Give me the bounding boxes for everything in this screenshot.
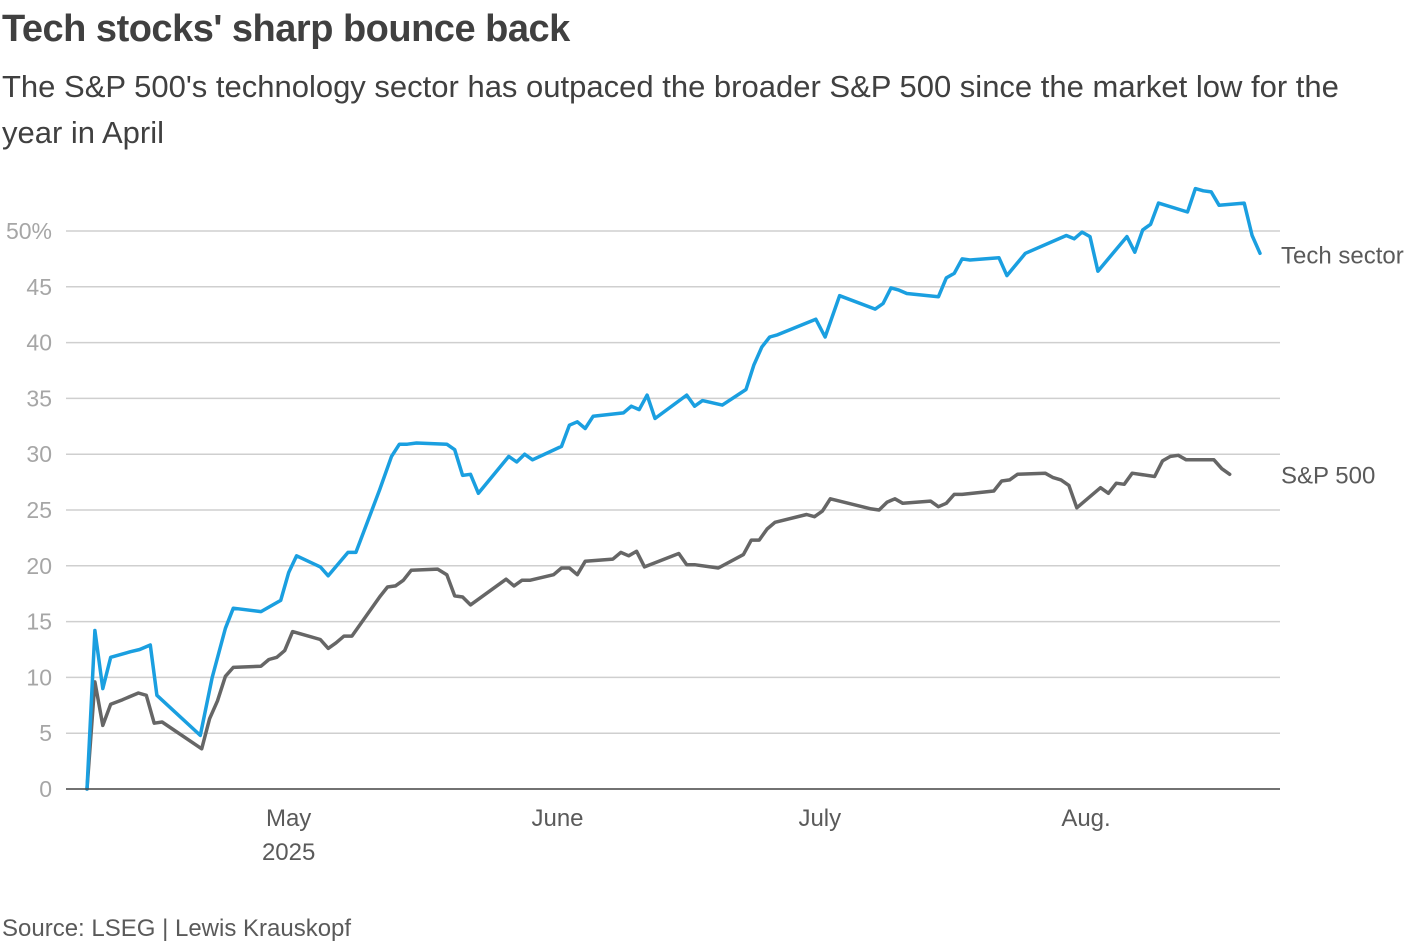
x-axis-ticks: May 2025 June July Aug.: [262, 805, 1111, 866]
y-tick-label: 40: [26, 330, 52, 356]
y-tick-label: 10: [26, 664, 52, 690]
y-tick-label: 35: [26, 385, 52, 411]
y-tick-label: 5: [39, 720, 52, 746]
y-tick-label: 0: [39, 776, 52, 802]
x-tick-label: June: [531, 805, 583, 832]
y-tick-label: 20: [26, 553, 52, 579]
sp500-line: [85, 453, 1232, 791]
y-tick-label: 45: [26, 274, 52, 300]
y-tick-label: 50%: [6, 218, 52, 244]
x-tick-label: July: [798, 805, 841, 832]
tech-sector-line: [85, 186, 1262, 791]
x-tick-label: May: [266, 805, 311, 832]
y-tick-label: 15: [26, 609, 52, 635]
series-lines: [85, 186, 1262, 791]
chart-subtitle: The S&P 500's technology sector has outp…: [2, 69, 1339, 150]
chart-title: Tech stocks' sharp bounce back: [2, 8, 570, 50]
series-labels: Tech sector S&P 500: [1281, 242, 1404, 489]
gridlines: [66, 230, 1280, 734]
x-tick-year-label: 2025: [262, 839, 315, 866]
tech-sector-label: Tech sector: [1281, 242, 1404, 269]
sp500-label: S&P 500: [1281, 462, 1375, 489]
source-credit: Source: LSEG | Lewis Krauskopf: [2, 915, 352, 942]
y-axis-ticks: 0 5 10 15 20 25 30 35 40 45 50%: [6, 218, 52, 802]
y-tick-label: 25: [26, 497, 52, 523]
x-tick-label: Aug.: [1061, 805, 1110, 832]
y-tick-label: 30: [26, 441, 52, 467]
